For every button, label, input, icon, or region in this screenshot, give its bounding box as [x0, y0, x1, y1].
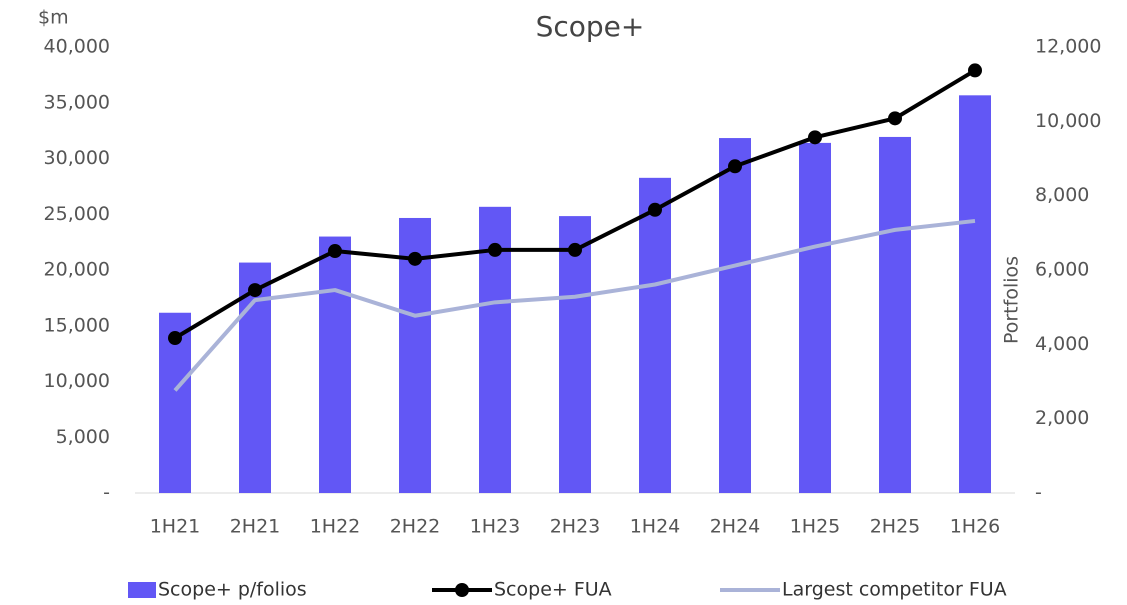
marker: [488, 242, 502, 257]
y-tick-label: 35,000: [44, 91, 110, 113]
x-tick-label: 1H22: [310, 516, 361, 538]
y-tick-label: 20,000: [44, 259, 110, 281]
marker: [408, 251, 422, 266]
legend-label: Largest competitor FUA: [782, 579, 1007, 601]
x-tick-label: 1H25: [790, 516, 841, 538]
x-tick-label: 1H23: [470, 516, 521, 538]
marker: [808, 130, 822, 145]
marker: [968, 63, 982, 78]
legend-swatch: [128, 582, 156, 598]
marker: [168, 331, 182, 346]
x-tick-label: 1H26: [950, 516, 1001, 538]
y-axis-label: $m: [38, 7, 69, 29]
y-tick-label: 15,000: [44, 314, 110, 336]
y2-tick-label: 4,000: [1035, 333, 1089, 355]
legend-label: Scope+ FUA: [494, 579, 612, 601]
x-tick-label: 1H21: [150, 516, 201, 538]
y-tick-label: -: [103, 482, 110, 504]
marker: [248, 283, 262, 298]
y2-tick-label: 8,000: [1035, 184, 1089, 206]
bar: [639, 177, 671, 493]
marker: [568, 242, 582, 257]
bar: [959, 95, 991, 494]
legend-marker: [455, 583, 469, 597]
bar: [799, 142, 831, 493]
line: [173, 218, 976, 392]
y2-tick-label: 10,000: [1035, 110, 1101, 132]
bar: [719, 138, 751, 493]
y-tick-label: 30,000: [44, 147, 110, 169]
y-tick-label: 25,000: [44, 203, 110, 225]
y2-tick-label: 2,000: [1035, 407, 1089, 429]
y2-axis-label: Portfolios: [1001, 256, 1023, 344]
y-tick-label: 40,000: [44, 36, 110, 58]
x-tick-label: 2H23: [550, 516, 601, 538]
legend-label: Scope+ p/folios: [158, 579, 307, 601]
x-tick-label: 2H22: [390, 516, 441, 538]
x-tick-label: 1H24: [630, 516, 681, 538]
bar: [319, 236, 351, 494]
y2-tick-label: 12,000: [1035, 36, 1101, 58]
marker: [888, 111, 902, 126]
y-tick-label: 5,000: [56, 426, 110, 448]
bar: [559, 216, 591, 493]
marker: [648, 202, 662, 217]
y-tick-label: 10,000: [44, 370, 110, 392]
y2-tick-label: -: [1035, 482, 1042, 504]
x-tick-label: 2H24: [710, 516, 761, 538]
marker: [728, 159, 742, 174]
x-tick-label: 2H25: [870, 516, 921, 538]
marker: [328, 244, 342, 259]
x-tick-label: 2H21: [230, 516, 281, 538]
chart-title: Scope+: [536, 10, 645, 43]
bar: [879, 136, 911, 493]
y2-tick-label: 6,000: [1035, 259, 1089, 281]
